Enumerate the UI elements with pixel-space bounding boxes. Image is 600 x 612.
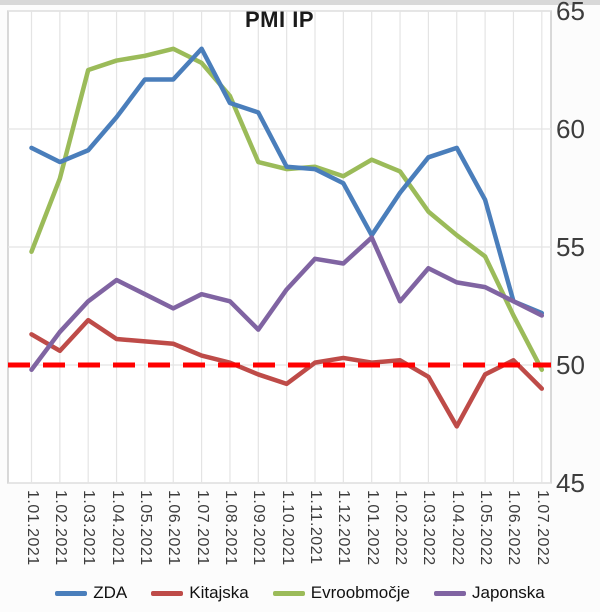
x-tick-label: 1.05.2021 xyxy=(136,490,154,566)
legend-item-japonska: Japonska xyxy=(433,583,545,603)
legend: ZDA Kitajska Evroobmočje Japonska xyxy=(0,578,600,608)
x-tick-label: 1.01.2021 xyxy=(23,490,41,566)
series-line-kitajska xyxy=(29,317,545,429)
legend-label: Kitajska xyxy=(189,583,249,602)
legend-swatch-japonska xyxy=(433,590,466,596)
y-tick-label: 50 xyxy=(556,350,585,380)
legend-swatch-evroobmo-je xyxy=(272,590,305,596)
x-tick-label: 1.11.2021 xyxy=(307,490,324,565)
y-tick-label: 65 xyxy=(556,0,585,26)
legend-item-zda: ZDA xyxy=(55,583,127,603)
x-tick-label: 1.06.2021 xyxy=(165,490,183,566)
x-tick-label: 1.01.2022 xyxy=(363,490,381,566)
legend-swatch-kitajska xyxy=(151,590,184,596)
legend-label: Evroobmočje xyxy=(310,583,410,602)
x-tick-label: 1.05.2022 xyxy=(477,490,495,566)
x-tick-label: 1.04.2021 xyxy=(108,490,126,566)
x-tick-label: 1.08.2021 xyxy=(221,490,239,566)
chart-title: PMI IP xyxy=(244,7,314,32)
legend-item-evroobmo-je: Evroobmočje xyxy=(272,583,410,603)
y-tick-label: 55 xyxy=(556,232,585,262)
x-tick-label: 1.07.2021 xyxy=(193,490,211,566)
y-tick-label: 60 xyxy=(556,114,585,144)
series-line-evroobmo-je xyxy=(29,46,545,372)
top-border-strip xyxy=(0,0,600,5)
x-tick-label: 1.07.2022 xyxy=(533,490,551,566)
x-tick-label: 1.03.2021 xyxy=(80,490,98,566)
x-tick-label: 1.12.2021 xyxy=(335,490,353,566)
x-tick-label: 1.09.2021 xyxy=(250,490,268,566)
x-tick-label: 1.04.2022 xyxy=(448,490,466,566)
legend-label: Japonska xyxy=(471,583,545,602)
legend-label: ZDA xyxy=(93,583,128,602)
legend-swatch-zda xyxy=(55,590,88,596)
x-tick-label: 1.03.2022 xyxy=(420,490,438,566)
x-tick-label: 1.10.2021 xyxy=(278,490,296,566)
x-tick-label: 1.06.2022 xyxy=(505,490,523,566)
series-line-zda xyxy=(29,46,545,316)
series-line-japonska xyxy=(29,235,545,372)
legend-item-kitajska: Kitajska xyxy=(151,583,249,603)
y-tick-label: 45 xyxy=(556,468,585,498)
x-tick-label: 1.02.2021 xyxy=(51,490,69,566)
x-tick-label: 1.02.2022 xyxy=(392,490,410,566)
